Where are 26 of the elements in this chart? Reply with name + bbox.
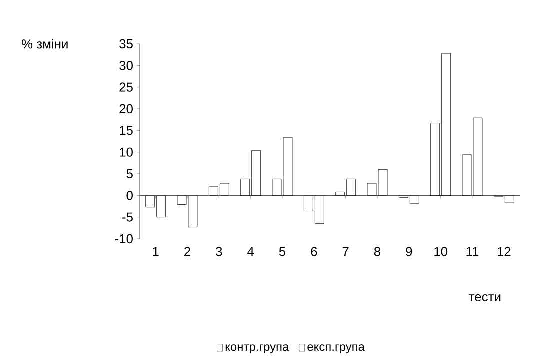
y-axis-title: % зміни — [22, 39, 68, 49]
y-tick-label: -5 — [122, 212, 133, 222]
y-tick-label: 35 — [120, 39, 133, 49]
x-tick-label: 9 — [406, 247, 412, 256]
x-tick-label: 4 — [248, 247, 254, 256]
x-tick-label: 6 — [311, 247, 318, 256]
y-tick-label: 15 — [120, 126, 133, 136]
y-tick-label: 30 — [120, 61, 133, 70]
legend-label: контр.група — [226, 344, 290, 354]
x-tick-label: 11 — [466, 247, 479, 256]
x-tick-label: 12 — [498, 247, 511, 256]
x-tick-label: 7 — [342, 247, 349, 256]
y-tick-label: 0 — [126, 191, 133, 200]
x-tick-label: 2 — [184, 247, 190, 256]
y-tick-label: 25 — [120, 82, 133, 92]
x-tick-label: 5 — [279, 247, 286, 256]
x-tick-label: 10 — [434, 247, 448, 256]
legend-label: експ.група — [308, 344, 365, 354]
x-axis-title: тести — [469, 294, 501, 302]
x-tick-label: 1 — [153, 247, 159, 256]
x-tick-label: 3 — [216, 247, 222, 256]
x-tick-label: 8 — [374, 247, 381, 256]
y-tick-label: 20 — [120, 104, 133, 114]
y-tick-label: 10 — [120, 148, 133, 157]
y-tick-label: 5 — [126, 169, 133, 179]
y-tick-label: -10 — [115, 234, 133, 244]
